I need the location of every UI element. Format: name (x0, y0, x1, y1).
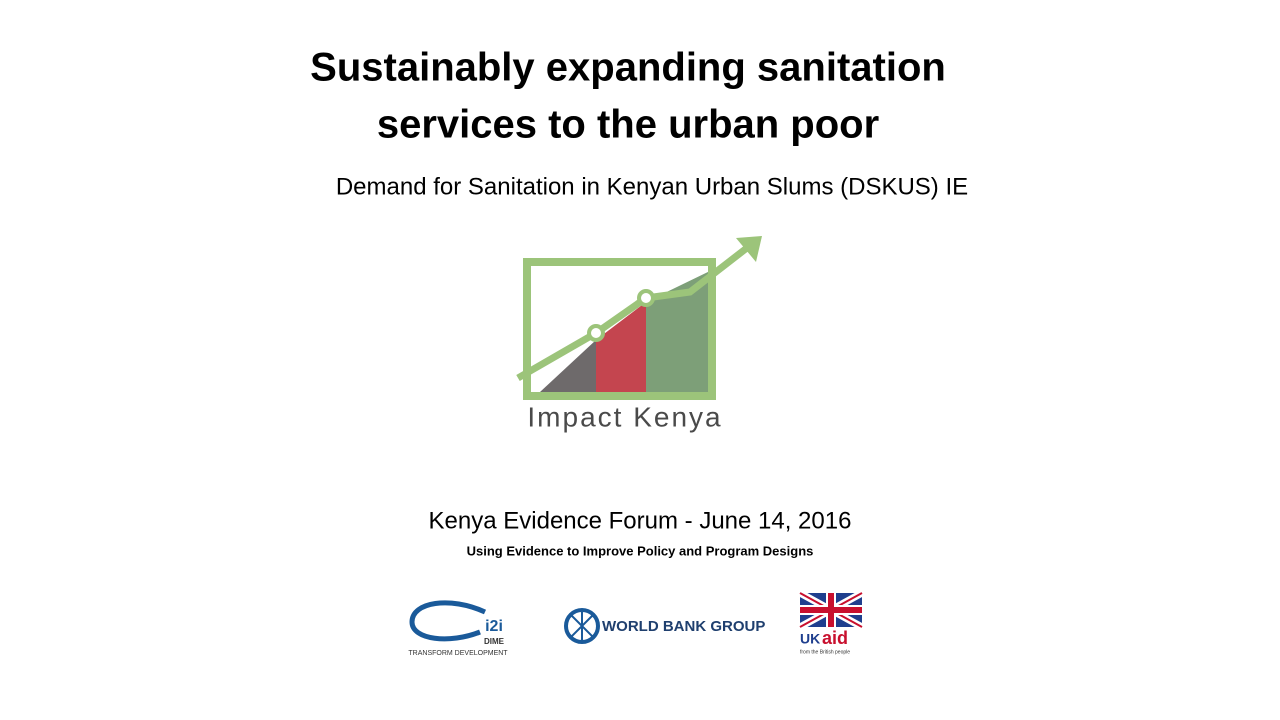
logo-point (587, 324, 605, 342)
logo-point (637, 289, 655, 307)
logo-bar (540, 340, 596, 392)
i2i-label: i2i (485, 618, 503, 635)
impact-kenya-logo: Impact Kenya (516, 236, 762, 432)
dime-label: DIME (484, 637, 505, 646)
subtitle: Demand for Sanitation in Kenyan Urban Sl… (336, 173, 968, 200)
logo-bar (596, 302, 646, 392)
wb-label: WORLD BANK GROUP (602, 618, 765, 635)
logo-frame (523, 258, 716, 400)
flag-cross (800, 593, 862, 627)
i2i-swoosh (409, 600, 487, 642)
i2i-logo: i2i DIME TRANSFORM DEVELOPMENT (408, 600, 508, 657)
ukaid-tagline: from the British people (800, 649, 850, 655)
logo-bar (646, 270, 712, 392)
wb-globe-lines (569, 610, 595, 642)
title-line: Sustainably expanding sanitation (310, 46, 946, 90)
world-bank-logo: WORLD BANK GROUP (564, 608, 765, 644)
ukaid-logo: UK aid from the British people (798, 589, 864, 655)
i2i-tagline: TRANSFORM DEVELOPMENT (408, 650, 508, 657)
aid-label: aid (822, 628, 848, 648)
logo-arrowhead (736, 236, 762, 262)
title-line: services to the urban poor (377, 103, 879, 147)
logo-text: Impact Kenya (527, 401, 722, 432)
uk-label: UK (800, 631, 820, 647)
event: Kenya Evidence Forum - June 14, 2016 (429, 507, 852, 534)
tagline: Using Evidence to Improve Policy and Pro… (467, 543, 814, 558)
